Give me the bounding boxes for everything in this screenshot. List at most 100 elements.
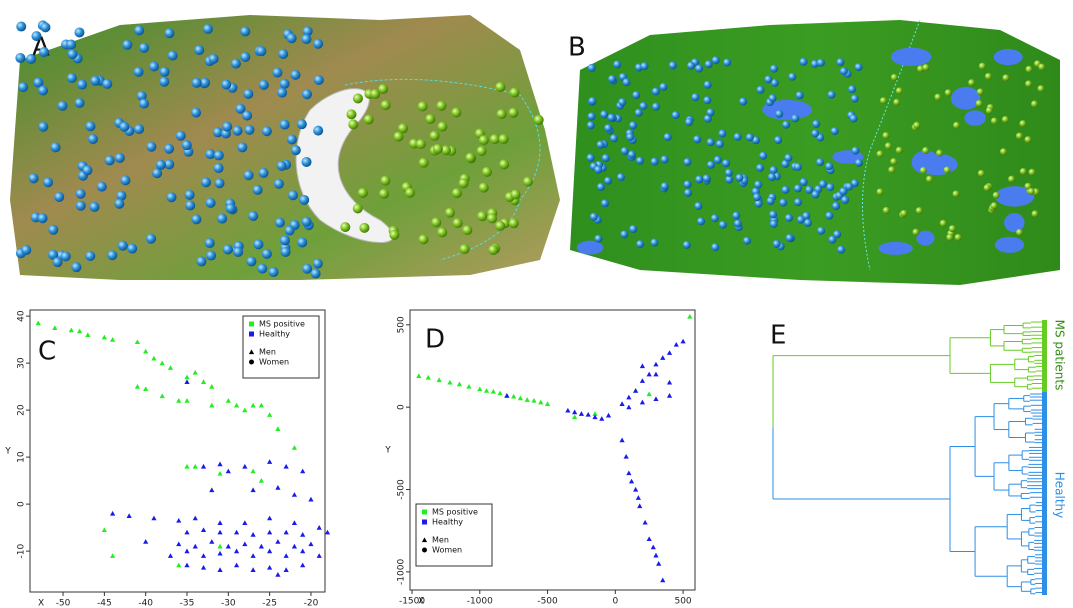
point — [184, 563, 189, 568]
sphere — [85, 251, 95, 261]
sphere — [82, 165, 92, 175]
sphere — [756, 164, 764, 172]
sphere — [607, 114, 615, 122]
point — [437, 377, 442, 382]
point — [267, 565, 272, 570]
point — [184, 464, 189, 469]
sphere — [191, 214, 201, 224]
legend-label: Women — [432, 546, 462, 555]
sphere — [460, 244, 470, 254]
sphere — [490, 134, 500, 144]
sphere — [465, 153, 475, 163]
panel-label: D — [425, 325, 445, 355]
legend-marker — [422, 548, 427, 553]
sphere — [164, 28, 174, 38]
point — [251, 532, 256, 537]
point — [209, 539, 214, 544]
sphere — [197, 256, 207, 266]
sphere — [122, 40, 132, 50]
leaf-bar — [1042, 320, 1047, 392]
sphere — [952, 190, 959, 197]
sphere — [661, 155, 669, 163]
sphere — [707, 161, 715, 169]
x-tick-label: -50 — [56, 599, 71, 608]
sphere — [725, 176, 733, 184]
y-tick-label: 0 — [17, 501, 27, 507]
sphere — [256, 46, 266, 56]
sphere — [149, 62, 159, 72]
sphere — [297, 119, 307, 129]
sphere — [896, 147, 903, 154]
sphere — [38, 85, 48, 95]
sphere — [590, 213, 598, 221]
point — [259, 544, 264, 549]
sphere — [991, 117, 998, 124]
point — [300, 563, 305, 568]
sphere — [1029, 169, 1036, 176]
point — [217, 462, 222, 467]
sphere — [259, 168, 269, 178]
point — [633, 487, 638, 492]
sphere — [800, 58, 808, 66]
point — [184, 530, 189, 535]
sphere — [639, 102, 647, 110]
sphere — [425, 114, 435, 124]
point — [168, 553, 173, 558]
sphere — [604, 124, 612, 132]
sphere — [753, 193, 761, 201]
point — [300, 532, 305, 537]
sphere — [1031, 100, 1038, 107]
sphere — [226, 203, 236, 213]
sphere — [15, 53, 25, 63]
point — [504, 393, 509, 398]
point — [217, 530, 222, 535]
sphere — [76, 201, 86, 211]
point — [36, 321, 41, 326]
sphere — [1019, 120, 1026, 127]
sphere — [650, 239, 658, 247]
point — [184, 379, 189, 384]
sphere — [695, 65, 703, 73]
sphere — [694, 202, 702, 210]
sphere — [784, 154, 792, 162]
point — [292, 520, 297, 525]
sphere — [206, 251, 216, 261]
sphere — [882, 132, 889, 139]
sphere — [269, 267, 279, 277]
sphere — [759, 152, 767, 160]
sphere — [877, 188, 884, 195]
sphere — [248, 211, 258, 221]
sphere — [1016, 132, 1023, 139]
point — [300, 549, 305, 554]
sphere — [734, 220, 742, 228]
sphere — [773, 240, 781, 248]
sphere — [587, 154, 595, 162]
sphere — [74, 27, 84, 37]
sphere — [358, 188, 368, 198]
point — [184, 398, 189, 403]
sphere — [594, 235, 602, 243]
sphere — [233, 126, 243, 136]
sphere — [774, 136, 782, 144]
point — [606, 413, 611, 418]
sphere — [277, 88, 287, 98]
point — [251, 487, 256, 492]
sphere — [194, 45, 204, 55]
point — [217, 551, 222, 556]
sphere — [1028, 188, 1035, 195]
sphere — [281, 247, 291, 257]
sphere — [67, 73, 77, 83]
point — [656, 561, 661, 566]
sphere — [16, 22, 26, 32]
sphere — [495, 221, 505, 231]
sphere — [262, 249, 272, 259]
point — [234, 549, 239, 554]
point — [667, 350, 672, 355]
sphere — [76, 189, 86, 199]
sphere — [185, 200, 195, 210]
sphere — [855, 159, 863, 167]
point — [217, 520, 222, 525]
sphere — [146, 142, 156, 152]
sphere — [437, 227, 447, 237]
sphere — [287, 134, 297, 144]
